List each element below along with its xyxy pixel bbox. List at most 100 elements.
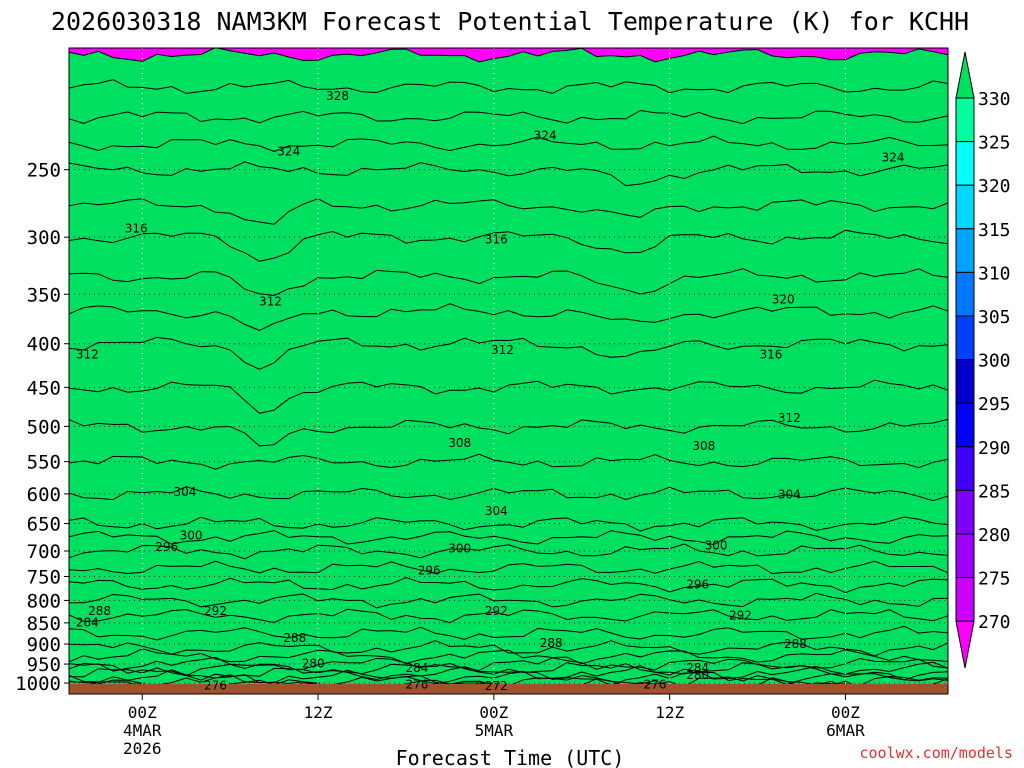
y-tick-label: 350 <box>27 284 61 306</box>
colorbar-segment <box>955 97 975 143</box>
theta-contour <box>69 640 948 657</box>
x-tick-label: 6MAR <box>826 721 865 740</box>
theta-contour <box>69 530 948 546</box>
colorbar-label: 330 <box>978 89 1011 110</box>
theta-contour <box>69 268 948 297</box>
contour-label: 324 <box>277 144 300 158</box>
colorbar-label: 270 <box>978 612 1011 633</box>
colorbar-label: 290 <box>978 438 1011 459</box>
theta-contour <box>69 161 948 187</box>
theta-contour <box>69 543 948 560</box>
theta-contour <box>69 648 948 665</box>
y-tick-label: 550 <box>27 452 61 474</box>
contour-label: 296 <box>155 540 178 554</box>
contour-label: 324 <box>534 129 557 143</box>
y-tick-label: 800 <box>27 590 61 612</box>
colorbar-segment <box>955 271 975 317</box>
contour-label: 284 <box>76 615 99 629</box>
theta-contour <box>69 656 948 672</box>
contour-label: 308 <box>448 436 471 450</box>
theta-contour <box>69 486 948 502</box>
y-axis: 2503003504004505005506006507007508008509… <box>15 160 69 695</box>
theta-contour <box>69 135 948 153</box>
x-tick-label: 4MAR <box>123 721 162 740</box>
theta-contour <box>69 418 948 447</box>
contour-label: 284 <box>686 661 709 675</box>
contour-label: 280 <box>302 656 325 670</box>
y-tick-label: 950 <box>27 654 61 676</box>
contour-label: 296 <box>418 564 441 578</box>
x-tick-label: 00Z <box>479 703 508 722</box>
colorbar-arrow-top <box>955 51 975 99</box>
colorbar-label: 310 <box>978 263 1011 284</box>
chart-title: 2026030318 NAM3KM Forecast Potential Tem… <box>51 7 969 36</box>
theta-contour <box>69 453 948 470</box>
theta-contour <box>69 592 948 609</box>
theta-contour <box>69 576 948 594</box>
contour-label: 292 <box>729 608 752 622</box>
contour-label: 312 <box>259 295 282 309</box>
colorbar-segment <box>955 184 975 230</box>
contour-label: 276 <box>644 678 667 692</box>
colorbar-label: 280 <box>978 525 1011 546</box>
contour-label: 304 <box>778 487 801 501</box>
contour-label: 280 <box>686 668 709 682</box>
theta-contour <box>69 336 948 370</box>
theta-contour <box>69 109 948 125</box>
contour-label: 292 <box>204 604 227 618</box>
contour-label: 300 <box>180 528 203 542</box>
contour-label: 308 <box>692 439 715 453</box>
colorbar-label: 295 <box>978 394 1011 415</box>
theta-contour <box>69 229 948 262</box>
contour-label: 312 <box>76 348 99 362</box>
y-tick-label: 900 <box>27 634 61 656</box>
contour-label: 324 <box>882 151 905 165</box>
colorbar-arrow-bottom <box>955 620 975 669</box>
theta-bands <box>69 48 948 694</box>
x-axis-label: Forecast Time (UTC) <box>396 746 625 768</box>
theta-contour <box>69 608 948 624</box>
contour-label: 304 <box>485 504 508 518</box>
colorbar-label: 300 <box>978 351 1011 372</box>
colorbar-segment <box>955 402 975 448</box>
contour-label: 300 <box>448 541 471 555</box>
colorbar-segment <box>955 141 975 186</box>
plot-area <box>69 48 948 694</box>
colorbar-label: 320 <box>978 176 1011 197</box>
y-tick-label: 450 <box>27 377 61 399</box>
contour-label: 316 <box>125 221 148 235</box>
contour-label: 288 <box>540 636 563 650</box>
colorbar-label: 305 <box>978 307 1011 328</box>
y-tick-label: 750 <box>27 567 61 589</box>
theta-contour <box>69 625 948 641</box>
y-tick-label: 500 <box>27 416 61 438</box>
contour-label: 284 <box>405 661 428 675</box>
theta-contour <box>69 48 948 63</box>
colorbar-segment <box>955 228 975 273</box>
contour-label: 288 <box>784 637 807 651</box>
y-tick-label: 250 <box>27 160 61 182</box>
contour-label: 288 <box>283 631 306 645</box>
x-tick-label: 00Z <box>128 703 157 722</box>
colorbar-label: 275 <box>978 569 1011 590</box>
colorbar-segment <box>955 359 975 404</box>
contour-label: 316 <box>760 348 783 362</box>
contour-label: 272 <box>485 679 508 693</box>
theta-contour <box>69 79 948 94</box>
x-tick-label: 2026 <box>123 739 162 758</box>
contour-label: 292 <box>485 604 508 618</box>
contour-label: 296 <box>686 577 709 591</box>
colorbar-label: 325 <box>978 133 1011 154</box>
contour-label: 328 <box>326 89 349 103</box>
theta-contour <box>69 303 948 331</box>
y-tick-label: 700 <box>27 541 61 563</box>
colorbar: 330 325 320 315 310 305 300 295 290 285 280 275 270 <box>955 51 1011 669</box>
contour-label: 276 <box>204 678 227 692</box>
credit-text: coolwx.com/models <box>859 744 1013 762</box>
theta-band <box>69 48 948 694</box>
ground-surface <box>69 684 948 694</box>
theta-contour <box>69 669 948 686</box>
contour-label: 312 <box>778 411 801 425</box>
